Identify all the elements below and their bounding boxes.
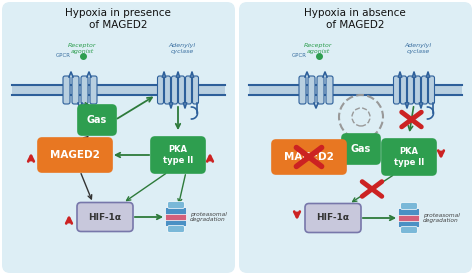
FancyBboxPatch shape	[401, 202, 418, 210]
Bar	[12, 85, 225, 95]
FancyBboxPatch shape	[185, 76, 191, 104]
FancyBboxPatch shape	[179, 76, 184, 104]
FancyBboxPatch shape	[165, 208, 186, 214]
FancyBboxPatch shape	[408, 76, 413, 104]
FancyBboxPatch shape	[72, 76, 79, 104]
FancyBboxPatch shape	[305, 204, 361, 232]
Text: Adenylyl
cyclase: Adenylyl cyclase	[404, 43, 431, 54]
FancyBboxPatch shape	[393, 76, 400, 104]
Text: GPCR: GPCR	[292, 53, 307, 58]
Text: Hypoxia in absence
of MAGED2: Hypoxia in absence of MAGED2	[304, 8, 406, 30]
FancyBboxPatch shape	[401, 76, 407, 104]
Text: proteasomal
degradation: proteasomal degradation	[190, 211, 227, 222]
FancyBboxPatch shape	[90, 76, 97, 104]
FancyBboxPatch shape	[399, 208, 419, 216]
Text: PKA
type II: PKA type II	[163, 145, 193, 165]
FancyBboxPatch shape	[272, 140, 346, 174]
FancyBboxPatch shape	[428, 76, 435, 104]
FancyBboxPatch shape	[78, 105, 116, 135]
Text: Gas: Gas	[87, 115, 107, 125]
Text: PKA
type II: PKA type II	[394, 147, 424, 167]
FancyBboxPatch shape	[77, 202, 133, 232]
FancyBboxPatch shape	[299, 76, 306, 104]
FancyBboxPatch shape	[382, 139, 436, 175]
Text: MAGED2: MAGED2	[50, 150, 100, 160]
FancyBboxPatch shape	[63, 76, 70, 104]
Text: Receptor
agonist: Receptor agonist	[68, 43, 96, 54]
FancyBboxPatch shape	[399, 221, 419, 227]
Text: GPCR: GPCR	[56, 53, 71, 58]
Text: HIF-1α: HIF-1α	[317, 213, 349, 222]
FancyBboxPatch shape	[151, 137, 205, 173]
Bar	[249, 85, 462, 95]
FancyBboxPatch shape	[414, 76, 420, 104]
FancyBboxPatch shape	[157, 76, 164, 104]
FancyBboxPatch shape	[308, 76, 315, 104]
Text: Adenylyl
cyclase: Adenylyl cyclase	[168, 43, 196, 54]
FancyBboxPatch shape	[81, 76, 88, 104]
FancyBboxPatch shape	[167, 202, 184, 208]
FancyBboxPatch shape	[172, 76, 177, 104]
FancyBboxPatch shape	[342, 134, 380, 164]
FancyBboxPatch shape	[399, 214, 419, 221]
FancyBboxPatch shape	[2, 2, 235, 273]
FancyBboxPatch shape	[38, 138, 112, 172]
FancyBboxPatch shape	[326, 76, 333, 104]
Text: MAGED2: MAGED2	[284, 152, 334, 162]
FancyBboxPatch shape	[165, 213, 186, 221]
Text: Receptor
agonist: Receptor agonist	[304, 43, 332, 54]
FancyBboxPatch shape	[165, 219, 186, 227]
FancyBboxPatch shape	[239, 2, 472, 273]
Text: proteasomal
degradation: proteasomal degradation	[423, 213, 460, 223]
FancyBboxPatch shape	[401, 227, 418, 233]
FancyBboxPatch shape	[167, 226, 184, 232]
FancyBboxPatch shape	[164, 76, 171, 104]
Text: HIF-1α: HIF-1α	[89, 213, 121, 221]
FancyBboxPatch shape	[192, 76, 199, 104]
Text: Hypoxia in presence
of MAGED2: Hypoxia in presence of MAGED2	[65, 8, 171, 30]
FancyBboxPatch shape	[317, 76, 324, 104]
Text: Gas: Gas	[351, 144, 371, 154]
FancyBboxPatch shape	[421, 76, 428, 104]
